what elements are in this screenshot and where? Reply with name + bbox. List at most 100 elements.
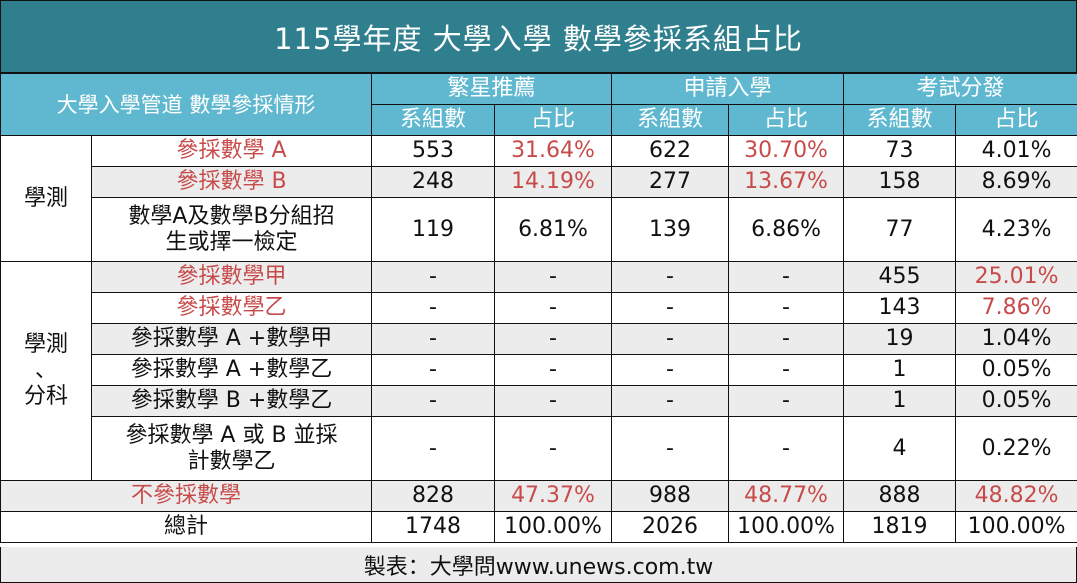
cell: - <box>611 416 730 481</box>
row-label: 參採數學 A <box>91 135 372 167</box>
cell: - <box>728 292 845 324</box>
cell: 158 <box>843 166 957 198</box>
cell: - <box>371 261 495 293</box>
row-label: 不參採數學 <box>0 480 372 512</box>
section-label-line: 學測 <box>23 332 68 357</box>
table-row: 參採數學 B +數學乙 - - - - 1 0.05% <box>1 385 1077 417</box>
cell: 48.77% <box>728 480 845 512</box>
cell: 248 <box>371 166 495 198</box>
row-label: 參採數學 A +數學甲 <box>91 323 372 355</box>
cell: 73 <box>843 135 957 167</box>
cell: - <box>728 354 845 386</box>
cell: - <box>371 354 495 386</box>
cell: 19 <box>843 323 957 355</box>
cell: 30.70% <box>728 135 845 167</box>
cell: 1 <box>843 354 957 386</box>
sub-header: 占比 <box>728 104 845 136</box>
row-label: 參採數學甲 <box>91 261 372 293</box>
group-header-exam: 考試分發 <box>843 73 1077 105</box>
cell: - <box>493 323 613 355</box>
cell: 622 <box>611 135 730 167</box>
cell: - <box>493 292 613 324</box>
cell: - <box>493 385 613 417</box>
table-row: 總計 1748 100.00% 2026 100.00% 1819 100.00… <box>0 511 1077 543</box>
row-label: 參採數學乙 <box>91 292 372 324</box>
cell: - <box>371 416 495 481</box>
sub-header: 系組數 <box>371 104 495 136</box>
cell: 143 <box>843 292 957 324</box>
cell: 100.00% <box>955 511 1077 543</box>
cell: 119 <box>371 197 495 262</box>
sub-header: 系組數 <box>843 104 957 136</box>
cell: 8.69% <box>955 166 1077 198</box>
cell: 0.22% <box>955 416 1077 481</box>
section-label-line: 分科 <box>23 384 68 409</box>
table-row: 不參採數學 828 47.37% 988 48.77% 888 48.82% <box>0 480 1077 512</box>
table-row: 數學A及數學B分組招生或擇一檢定 119 6.81% 139 6.86% 77 … <box>1 197 1077 262</box>
cell: - <box>728 385 845 417</box>
cell: - <box>371 292 495 324</box>
table-row: 學測 、 分科 參採數學甲 - - - - 455 25.01% <box>0 261 1077 481</box>
cell: 13.67% <box>728 166 845 198</box>
section-label: 學測 <box>0 135 92 262</box>
cell: - <box>371 385 495 417</box>
corner-header: 大學入學管道 數學參採情形 <box>0 73 372 136</box>
cell: - <box>611 323 730 355</box>
sub-header: 占比 <box>493 104 613 136</box>
cell: - <box>371 323 495 355</box>
cell: 6.86% <box>728 197 845 262</box>
table-row: 參採數學 B 248 14.19% 277 13.67% 158 8.69% <box>1 166 1077 198</box>
sub-header: 占比 <box>955 104 1077 136</box>
cell: - <box>728 416 845 481</box>
cell: 4.01% <box>955 135 1077 167</box>
cell: - <box>611 292 730 324</box>
cell: 0.05% <box>955 354 1077 386</box>
cell: 1.04% <box>955 323 1077 355</box>
cell: 1 <box>843 385 957 417</box>
math-adoption-table: 大學入學管道 數學參採情形 繁星推薦 申請入學 考試分發 系組數 占比 系組數 … <box>0 73 1077 543</box>
cell: - <box>728 261 845 293</box>
cell: 100.00% <box>493 511 613 543</box>
cell: 828 <box>371 480 495 512</box>
cell: 14.19% <box>493 166 613 198</box>
cell: - <box>611 354 730 386</box>
cell: 100.00% <box>728 511 845 543</box>
cell: 277 <box>611 166 730 198</box>
section-label: 學測 、 分科 <box>0 261 92 481</box>
cell: 47.37% <box>493 480 613 512</box>
cell: 888 <box>843 480 957 512</box>
cell: - <box>493 261 613 293</box>
cell: 553 <box>371 135 495 167</box>
row-label: 數學A及數學B分組招生或擇一檢定 <box>91 197 372 262</box>
cell: 4 <box>843 416 957 481</box>
cell: 1748 <box>371 511 495 543</box>
row-label: 參採數學 B <box>91 166 372 198</box>
group-header-star: 繁星推薦 <box>370 73 613 105</box>
row-label: 參採數學 B +數學乙 <box>91 385 372 417</box>
cell: - <box>611 261 730 293</box>
cell: - <box>728 323 845 355</box>
table-row: 參採數學 A +數學乙 - - - - 1 0.05% <box>1 354 1077 386</box>
cell: 1819 <box>843 511 957 543</box>
group-header-apply: 申請入學 <box>611 73 845 105</box>
cell: 48.82% <box>955 480 1077 512</box>
cell: 25.01% <box>955 261 1077 293</box>
cell: 7.86% <box>955 292 1077 324</box>
row-label: 總計 <box>0 511 372 543</box>
section-label-line: 、 <box>34 358 57 383</box>
cell: - <box>611 385 730 417</box>
table-row: 學測 參採數學 A 553 31.64% 622 30.70% 73 4.01% <box>0 135 1077 262</box>
cell: 0.05% <box>955 385 1077 417</box>
table-row: 參採數學乙 - - - - 143 7.86% <box>1 292 1077 324</box>
cell: 139 <box>611 197 730 262</box>
row-label: 參採數學 A 或 B 並採計數學乙 <box>91 416 372 481</box>
cell: - <box>493 416 613 481</box>
source-footer: 製表：大學問www.unews.com.tw <box>0 547 1077 583</box>
table-row: 參採數學 A +數學甲 - - - - 19 1.04% <box>1 323 1077 355</box>
sub-header: 系組數 <box>611 104 730 136</box>
cell: 2026 <box>611 511 730 543</box>
cell: 4.23% <box>955 197 1077 262</box>
table-row: 參採數學 A 或 B 並採計數學乙 - - - - 4 0.22% <box>1 416 1077 481</box>
cell: 77 <box>843 197 957 262</box>
row-label: 參採數學 A +數學乙 <box>91 354 372 386</box>
